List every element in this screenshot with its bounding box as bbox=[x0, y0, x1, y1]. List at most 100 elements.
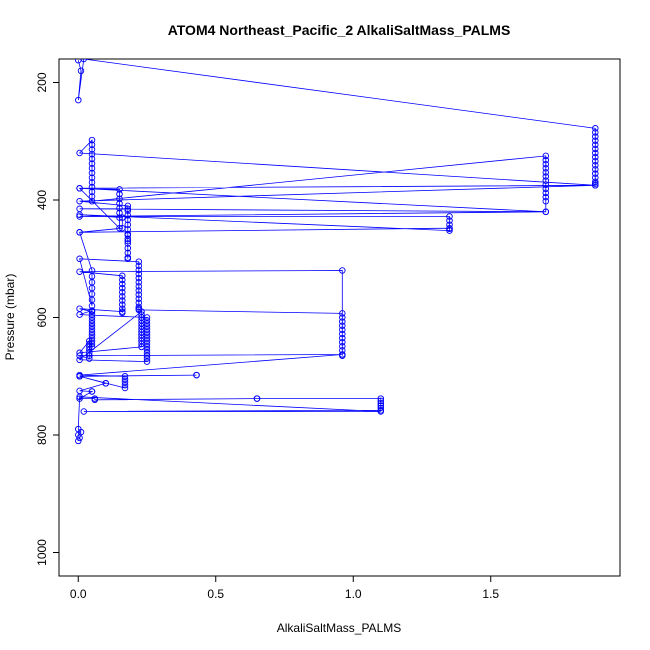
data-point bbox=[116, 209, 123, 217]
y-tick-label: 1000 bbox=[35, 539, 49, 566]
x-tick-label: 0.0 bbox=[70, 587, 87, 601]
y-axis: 200 400 600 800 1000 bbox=[35, 72, 60, 566]
data-point bbox=[76, 149, 83, 157]
data-point bbox=[76, 356, 83, 364]
data-point bbox=[76, 311, 83, 318]
data-point bbox=[124, 244, 132, 252]
y-tick-label: 800 bbox=[35, 425, 49, 445]
plot-area bbox=[75, 59, 599, 445]
data-point bbox=[138, 340, 145, 348]
data-point bbox=[88, 183, 96, 191]
data-point bbox=[542, 173, 550, 180]
data-point bbox=[119, 214, 126, 221]
x-tick-label: 1.0 bbox=[345, 587, 362, 601]
data-point bbox=[193, 371, 200, 379]
data-point bbox=[121, 384, 129, 392]
data-point bbox=[119, 308, 126, 315]
data-point bbox=[86, 355, 93, 362]
data-point bbox=[339, 267, 346, 274]
data-point bbox=[339, 338, 346, 346]
data-point bbox=[339, 314, 346, 321]
data-point bbox=[119, 284, 126, 292]
data-point bbox=[88, 307, 96, 314]
data-point bbox=[135, 295, 143, 302]
data-point bbox=[339, 322, 346, 329]
data-point bbox=[80, 408, 88, 415]
data-point bbox=[135, 279, 143, 286]
data-point bbox=[542, 185, 550, 193]
data-point bbox=[76, 229, 83, 236]
data-point bbox=[88, 155, 96, 163]
x-axis-label: AlkaliSaltMass_PALMS bbox=[277, 621, 402, 635]
data-point bbox=[88, 388, 96, 395]
data-point bbox=[88, 179, 96, 186]
data-point bbox=[592, 157, 599, 165]
data-point bbox=[76, 268, 83, 275]
data-point bbox=[542, 181, 550, 188]
data-point bbox=[135, 270, 143, 278]
data-point bbox=[88, 141, 96, 149]
data-point bbox=[76, 197, 83, 205]
data-point bbox=[592, 149, 599, 157]
data-point bbox=[339, 343, 346, 350]
data-point bbox=[88, 146, 96, 153]
data-point bbox=[76, 211, 83, 218]
data-point bbox=[377, 400, 385, 407]
data-point bbox=[592, 178, 599, 186]
data-point bbox=[88, 197, 96, 205]
data-point bbox=[446, 224, 453, 232]
data-point bbox=[592, 133, 599, 140]
data-point bbox=[119, 293, 126, 300]
data-point bbox=[121, 381, 129, 389]
data-point bbox=[592, 162, 599, 169]
data-point bbox=[542, 165, 550, 172]
data-point bbox=[339, 351, 346, 358]
data-point bbox=[119, 305, 126, 312]
data-point bbox=[542, 208, 550, 216]
series-line bbox=[77, 59, 596, 442]
data-point bbox=[88, 165, 96, 172]
data-point bbox=[88, 169, 96, 177]
data-point bbox=[76, 255, 83, 263]
data-point bbox=[592, 166, 599, 173]
data-point bbox=[542, 169, 550, 176]
data-point bbox=[76, 349, 83, 357]
data-point bbox=[542, 156, 550, 164]
data-point bbox=[124, 202, 132, 210]
data-point bbox=[377, 404, 385, 412]
data-point bbox=[377, 408, 385, 415]
data-point bbox=[124, 207, 132, 214]
data-point bbox=[116, 190, 123, 198]
data-point bbox=[75, 96, 82, 104]
data-point bbox=[542, 197, 550, 205]
data-point bbox=[339, 318, 346, 325]
y-axis-label: Pressure (mbar) bbox=[3, 274, 17, 361]
data-point bbox=[116, 204, 123, 212]
data-point bbox=[116, 195, 123, 203]
data-point bbox=[116, 224, 123, 232]
data-point bbox=[253, 395, 261, 402]
data-point bbox=[124, 212, 132, 219]
data-point bbox=[119, 280, 126, 288]
data-point bbox=[119, 272, 126, 280]
data-point bbox=[124, 221, 132, 228]
y-tick-label: 200 bbox=[35, 72, 49, 92]
data-point bbox=[119, 301, 126, 308]
data-point bbox=[592, 141, 599, 149]
data-point bbox=[339, 334, 346, 342]
data-point bbox=[542, 193, 550, 201]
data-point bbox=[119, 288, 126, 296]
data-point bbox=[116, 200, 123, 207]
data-point bbox=[135, 283, 143, 290]
data-point bbox=[446, 217, 453, 224]
data-point bbox=[88, 193, 96, 200]
data-point bbox=[119, 276, 126, 284]
data-point bbox=[542, 152, 550, 160]
data-point bbox=[124, 216, 132, 224]
data-point bbox=[377, 397, 385, 405]
data-point bbox=[592, 129, 599, 136]
data-point bbox=[542, 160, 550, 168]
data-point bbox=[339, 326, 346, 334]
data-point bbox=[76, 185, 83, 192]
data-point bbox=[116, 186, 123, 193]
